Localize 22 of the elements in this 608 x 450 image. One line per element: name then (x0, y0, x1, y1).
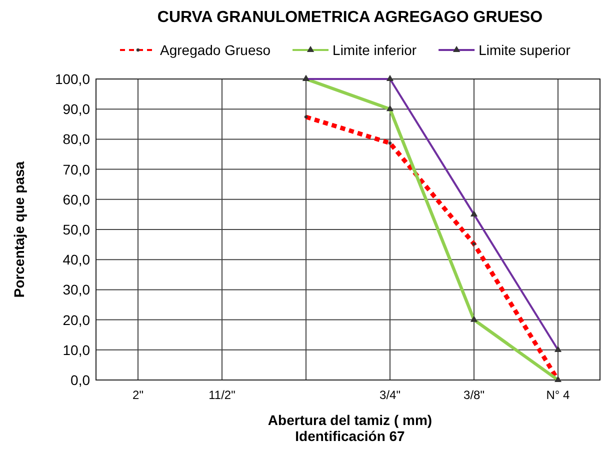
y-tick-label: 60,0 (62, 191, 90, 208)
y-tick-label: 30,0 (62, 282, 90, 298)
y-tick-label: 70,0 (62, 161, 90, 178)
y-tick-label: 10,0 (62, 342, 90, 358)
legend-label: Agregado Grueso (160, 42, 271, 58)
x-axis-title: Abertura del tamiz ( mm) Identificación 67 (268, 412, 432, 444)
y-tick-label: 0,0 (70, 372, 90, 388)
x-tick-label: 3/8" (464, 388, 484, 402)
y-tick-label: 80,0 (62, 131, 90, 148)
legend-label: Limite superior (478, 42, 571, 58)
x-tick-label: 3/4" (380, 388, 400, 402)
y-tick-label: 40,0 (62, 252, 90, 268)
y-tick-label: 90,0 (62, 101, 90, 118)
legend-label: Limite inferior (332, 42, 417, 58)
y-axis-title: Porcentaje que pasa (11, 161, 27, 298)
y-tick-label: 100,0 (54, 71, 90, 87)
y-tick-label: 50,0 (62, 222, 90, 238)
x-tick-label: 11/2" (208, 388, 236, 402)
y-tick-label: 20,0 (62, 312, 90, 328)
x-tick-label: N° 4 (546, 388, 570, 402)
chart-title: CURVA GRANULOMETRICA AGREGAGO GRUESO (157, 9, 543, 26)
x-tick-label: 2" (132, 388, 144, 402)
